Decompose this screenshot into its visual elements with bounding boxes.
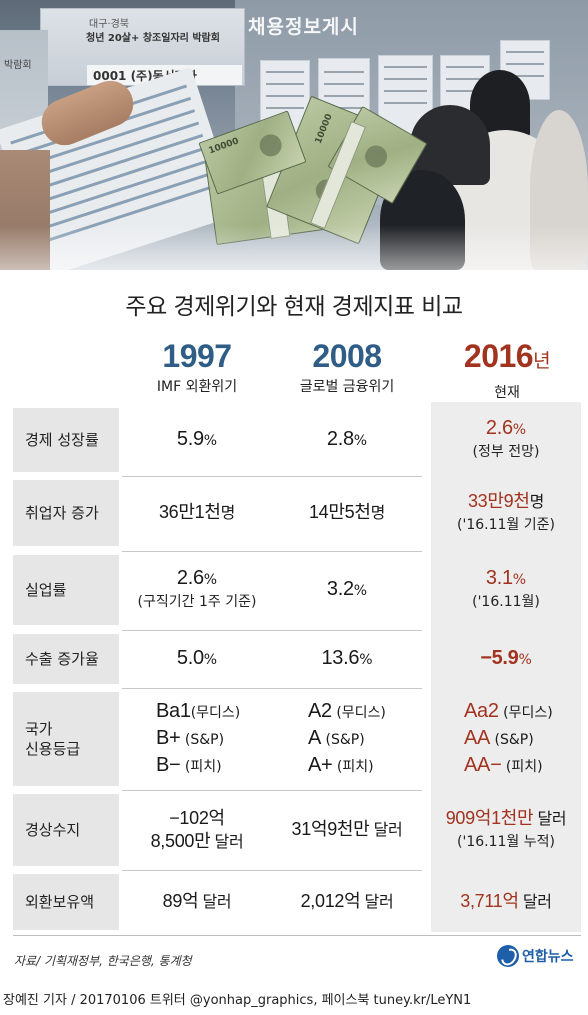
- row-label-employment: 취업자 증가: [13, 480, 119, 546]
- column-header-2008: 2008 글로벌 금융위기: [272, 338, 422, 396]
- row-label-current-account: 경상수지: [13, 794, 119, 866]
- current-account-1997: −102억 8,500만 달러: [150, 807, 244, 851]
- credit-rating-1997: Ba1(무디스) B+ (S&P) B− (피치): [156, 699, 241, 776]
- column-label: 현재: [494, 385, 520, 401]
- column-label: 글로벌 금융위기: [299, 379, 395, 395]
- column-header-1997: 1997 IMF 외환위기: [122, 338, 272, 396]
- growth-1997: 5.9%: [176, 428, 218, 450]
- column-year: 2008: [312, 338, 382, 374]
- current-account-2016: 909억1천만 달러 ('16.11월 누적): [445, 808, 567, 850]
- job-fair-sign-region: 대구·경북: [89, 19, 129, 30]
- current-column-background: [431, 402, 581, 932]
- job-fair-sign-title: 청년 20살+ 창조일자리 박람회: [86, 33, 220, 44]
- yonhap-logo-text: 연합뉴스: [522, 949, 574, 965]
- exports-1997: 5.0%: [176, 647, 218, 669]
- unemployment-2016: 3.1% ('16.11월): [472, 567, 540, 610]
- growth-2008: 2.8%: [326, 428, 368, 450]
- row-label-exports: 수출 증가율: [13, 634, 119, 684]
- column-header-2016: 2016년 현재: [432, 338, 582, 402]
- credit-line: 장예진 기자 / 20170106 트위터 @yonhap_graphics, …: [3, 993, 472, 1008]
- job-fair-sign: 대구·경북 청년 20살+ 창조일자리 박람회 0001 (주)동서전자: [40, 8, 245, 86]
- exports-2008: 13.6%: [321, 647, 373, 669]
- column-year: 2016년: [463, 338, 551, 374]
- row-label-growth: 경제 성장률: [13, 408, 119, 472]
- current-account-2008: 31억9천만 달러: [291, 819, 403, 839]
- row-label-fx-reserves: 외환보유액: [13, 874, 119, 930]
- unemployment-2008: 3.2%: [326, 578, 368, 600]
- column-year: 1997: [162, 338, 232, 374]
- employment-1997: 36만1천명: [158, 502, 236, 522]
- row-label-unemployment: 실업률: [13, 555, 119, 625]
- unemployment-1997: 2.6% (구직기간 1주 기준): [137, 567, 257, 610]
- column-label: IMF 외환위기: [156, 379, 238, 395]
- growth-2016: 2.6% (정부 전망): [472, 417, 540, 460]
- yonhap-logo-icon: [497, 945, 519, 967]
- header-photo: 채용정보게시 대구·경북 청년 20살+ 창조일자리 박람회 0001 (주)동…: [0, 0, 588, 270]
- yonhap-logo: 연합뉴스: [497, 945, 574, 967]
- source-note: 자료/ 기획재정부, 한국은행, 통계청: [14, 954, 192, 968]
- fx-reserves-1997: 89억 달러: [162, 891, 232, 911]
- employment-2008: 14만5천명: [308, 502, 386, 522]
- infographic-title: 주요 경제위기와 현재 경제지표 비교: [125, 294, 463, 320]
- employment-2016: 33만9천명 ('16.11월 기준): [457, 491, 555, 533]
- job-board-title: 채용정보게시: [248, 16, 359, 38]
- credit-rating-2016: Aa2 (무디스) AA (S&P) AA− (피치): [464, 699, 553, 776]
- fx-reserves-2008: 2,012억 달러: [300, 891, 394, 911]
- exports-2016: −5.9%: [480, 647, 532, 669]
- left-stand-label: 박람회: [4, 60, 32, 71]
- row-label-credit-rating: 국가 신용등급: [13, 692, 119, 786]
- credit-rating-2008: A2 (무디스) A (S&P) A+ (피치): [308, 699, 386, 776]
- fx-reserves-2016: 3,711억 달러: [460, 891, 552, 911]
